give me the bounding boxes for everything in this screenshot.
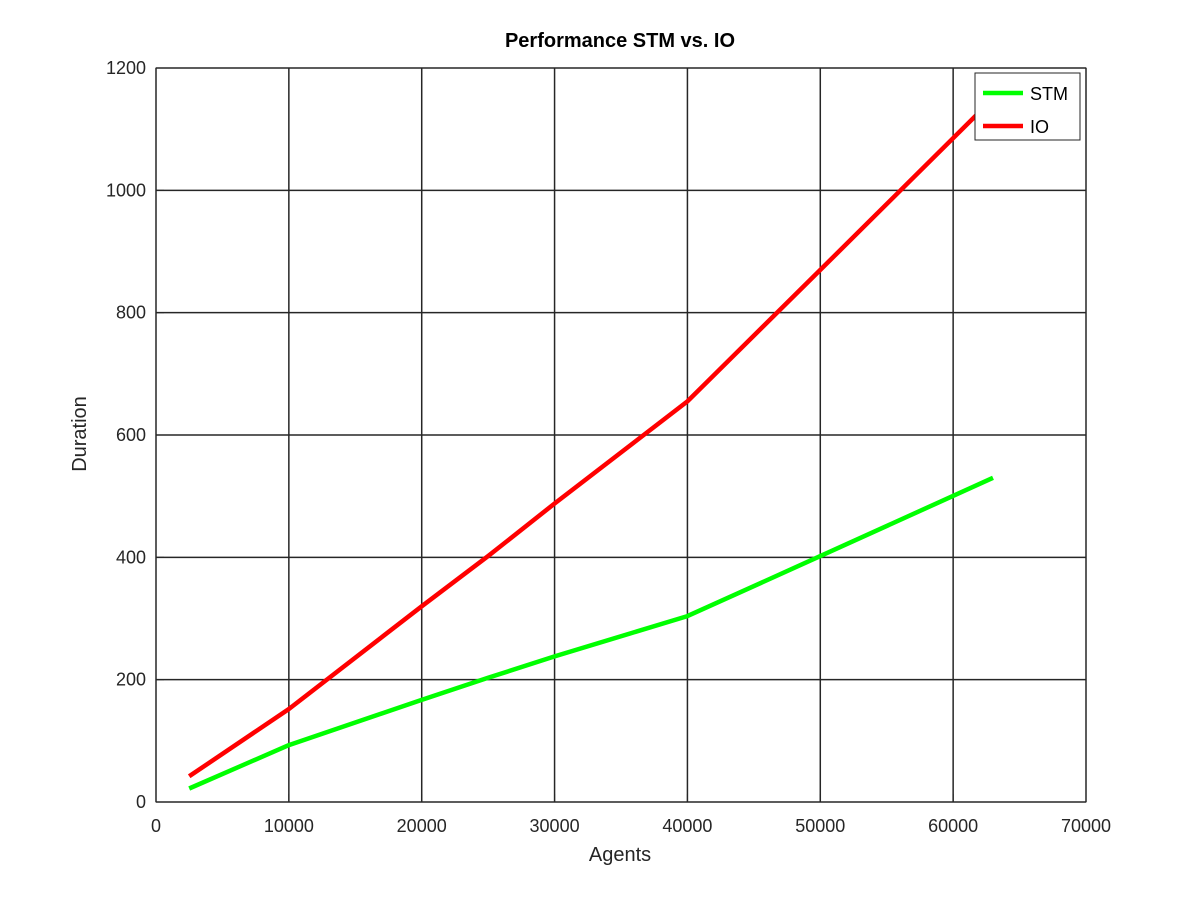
x-tick-label: 50000 <box>795 816 845 836</box>
legend-box <box>974 72 1081 141</box>
chart-title: Performance STM vs. IO <box>505 30 735 52</box>
x-tick-label: 10000 <box>264 816 314 836</box>
y-axis-label: Duration <box>69 396 91 472</box>
legend-label-io: IO <box>1030 117 1049 137</box>
y-tick-label: 1000 <box>106 180 146 200</box>
x-tick-label: 30000 <box>530 816 580 836</box>
x-tick-label: 40000 <box>662 816 712 836</box>
series-line-stm <box>188 475 994 791</box>
series-line-io <box>187 97 995 779</box>
y-tick-label: 1200 <box>106 58 146 78</box>
legend-label-stm: STM <box>1030 84 1068 104</box>
x-tick-label: 0 <box>151 816 161 836</box>
x-tick-label: 20000 <box>397 816 447 836</box>
series-lines <box>187 97 995 791</box>
y-tick-label: 600 <box>116 425 146 445</box>
y-tick-label: 400 <box>116 547 146 567</box>
y-tick-label: 0 <box>136 792 146 812</box>
axis-ticks: 0 10000 20000 30000 40000 50000 60000 70000 0 200… <box>106 58 1111 836</box>
x-tick-label: 70000 <box>1061 816 1111 836</box>
x-tick-label: 60000 <box>928 816 978 836</box>
y-tick-label: 800 <box>116 303 146 323</box>
y-tick-label: 200 <box>116 670 146 690</box>
legend: STM IO <box>974 72 1081 141</box>
x-axis-label: Agents <box>589 844 651 866</box>
